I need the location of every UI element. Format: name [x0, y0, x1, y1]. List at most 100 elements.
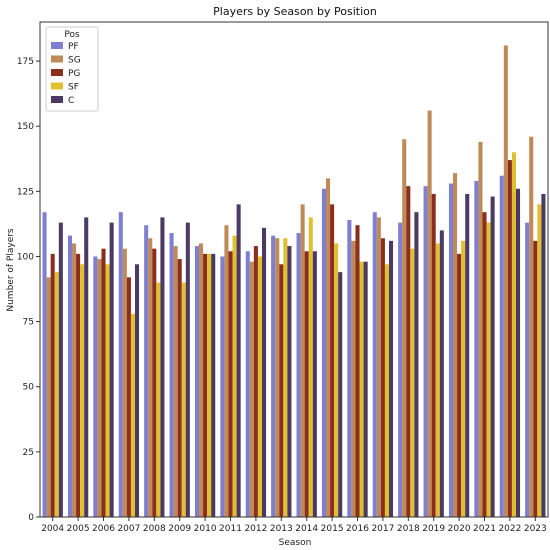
bar-sf-2018 [410, 248, 415, 517]
bar-sg-2020 [453, 173, 458, 518]
legend-title: Pos [64, 30, 80, 40]
legend-swatch-sg [51, 55, 63, 63]
chart-title: Players by Season by Position [213, 5, 377, 18]
y-axis: 0 25 50 75 100 125 150 175 [17, 57, 40, 523]
bar-c-2009 [185, 222, 190, 518]
bar-sf-2004 [54, 272, 59, 517]
x-tick-label: 2013 [270, 524, 293, 534]
x-tick-label: 2006 [92, 524, 115, 534]
x-tick-label: 2011 [219, 524, 242, 534]
bar-c-2015 [338, 272, 343, 517]
bar-sg-2015 [326, 178, 331, 517]
bar-sg-2007 [122, 248, 127, 517]
bar-sg-2016 [351, 240, 356, 517]
bar-sg-2009 [173, 246, 178, 518]
bar-pg-2005 [76, 253, 81, 517]
y-tick-label: 100 [17, 252, 34, 262]
bar-sf-2005 [80, 264, 85, 517]
bar-c-2012 [262, 227, 267, 517]
y-tick-label: 175 [17, 57, 34, 67]
x-tick-label: 2019 [422, 524, 445, 534]
bar-pg-2023 [533, 240, 538, 517]
bar-pg-2012 [253, 246, 258, 518]
bar-pf-2010 [194, 246, 199, 518]
bar-sf-2019 [435, 243, 440, 517]
bar-c-2008 [160, 217, 165, 517]
x-tick-label: 2007 [117, 524, 140, 534]
bar-pf-2015 [321, 188, 326, 518]
bar-c-2018 [414, 212, 419, 517]
bar-pf-2016 [347, 220, 352, 517]
bar-pg-2020 [457, 253, 462, 517]
bar-pg-2006 [101, 248, 106, 517]
x-tick-label: 2017 [371, 524, 394, 534]
bar-sf-2022 [511, 152, 516, 517]
bar-c-2021 [490, 196, 495, 518]
x-tick-label: 2009 [168, 524, 191, 534]
bar-pg-2010 [203, 253, 208, 517]
bar-pf-2021 [474, 180, 479, 518]
bar-pf-2017 [372, 212, 377, 517]
bar-sg-2014 [300, 204, 305, 517]
bar-sf-2017 [384, 264, 389, 517]
bar-pf-2022 [499, 175, 504, 517]
bar-pg-2013 [279, 264, 284, 517]
bar-sg-2018 [402, 139, 407, 518]
x-tick-label: 2021 [473, 524, 496, 534]
bar-pg-2016 [355, 225, 360, 517]
plot-frame [39, 21, 549, 518]
bar-sf-2012 [257, 256, 262, 517]
bar-c-2019 [439, 230, 444, 518]
bar-sf-2021 [486, 222, 491, 518]
bar-c-2007 [135, 264, 140, 517]
bar-pf-2008 [144, 225, 149, 517]
bar-c-2011 [236, 204, 241, 517]
bar-pg-2004 [50, 253, 55, 517]
bar-sg-2011 [224, 225, 229, 517]
x-axis: 2004 2005 2006 2007 2008 2009 2010 2011 2012 2013… [41, 517, 547, 534]
bar-pf-2014 [296, 233, 301, 517]
bar-sg-2022 [503, 45, 508, 517]
bar-pf-2007 [118, 212, 123, 517]
bar-pf-2018 [398, 222, 403, 518]
bar-c-2010 [211, 253, 216, 517]
y-tick-label: 50 [23, 383, 35, 393]
x-tick-label: 2014 [295, 524, 318, 534]
bar-c-2023 [541, 193, 546, 517]
bar-pg-2018 [406, 186, 411, 517]
bar-pg-2019 [431, 193, 436, 517]
bar-c-2006 [109, 222, 114, 518]
legend-swatch-c [51, 96, 63, 103]
x-tick-label: 2008 [143, 524, 166, 534]
legend: Pos PF SG PG SF C [45, 26, 99, 112]
bar-c-2004 [58, 222, 63, 518]
bar-sg-2021 [478, 141, 483, 517]
x-tick-label: 2020 [448, 524, 471, 534]
bar-sg-2019 [427, 110, 432, 517]
bar-sf-2023 [537, 204, 542, 517]
bar-pf-2023 [525, 222, 530, 518]
bar-pf-2011 [220, 256, 225, 517]
bar-c-2014 [312, 251, 317, 517]
bar-sg-2023 [529, 136, 534, 517]
bar-c-2013 [287, 246, 292, 518]
bars-group [42, 45, 546, 518]
bar-pg-2017 [380, 238, 385, 518]
bar-sf-2006 [105, 264, 110, 517]
bar-sg-2008 [148, 238, 153, 518]
bar-sg-2010 [199, 243, 204, 517]
bar-sf-2015 [334, 243, 339, 517]
bar-pg-2009 [177, 259, 182, 517]
bar-sf-2020 [461, 240, 466, 517]
y-tick-label: 150 [17, 122, 34, 132]
bar-pf-2004 [42, 212, 47, 517]
bar-c-2017 [389, 240, 394, 517]
legend-swatch-pg [51, 69, 63, 76]
bar-pf-2009 [169, 233, 174, 517]
bar-sg-2006 [97, 259, 102, 517]
y-tick-label: 0 [28, 513, 34, 523]
bar-pf-2006 [93, 256, 98, 517]
y-tick-label: 125 [17, 187, 34, 197]
bar-pg-2014 [304, 251, 309, 517]
